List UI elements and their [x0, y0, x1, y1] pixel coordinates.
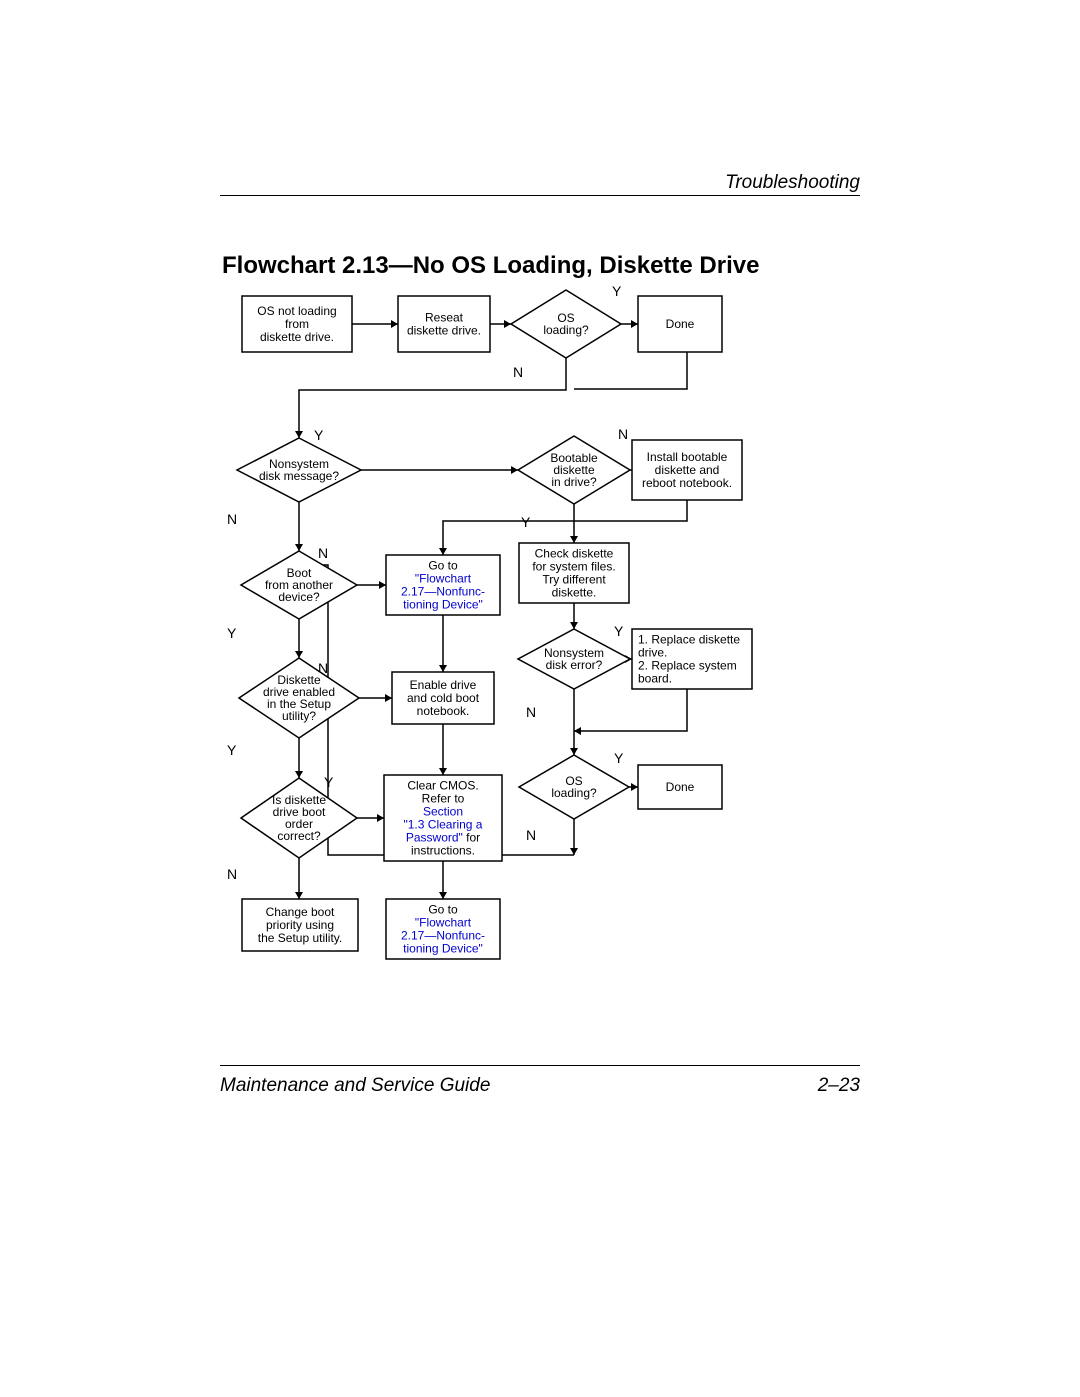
- svg-text:Check diskette: Check diskette: [535, 547, 614, 561]
- svg-text:Y: Y: [614, 750, 624, 766]
- svg-text:N: N: [526, 704, 536, 720]
- svg-text:"1.3 Clearing a: "1.3 Clearing a: [404, 818, 483, 832]
- svg-text:disk error?: disk error?: [546, 658, 603, 672]
- svg-text:reboot notebook.: reboot notebook.: [642, 476, 732, 490]
- svg-text:Refer to: Refer to: [422, 792, 465, 806]
- svg-text:Y: Y: [227, 742, 237, 758]
- svg-text:correct?: correct?: [277, 829, 321, 843]
- svg-text:drive.: drive.: [638, 646, 667, 660]
- svg-text:Y: Y: [227, 625, 237, 641]
- svg-text:Password" for: Password" for: [406, 831, 480, 845]
- svg-text:in drive?: in drive?: [551, 475, 597, 489]
- footer-rule: [220, 1065, 860, 1066]
- svg-text:N: N: [526, 827, 536, 843]
- svg-text:Y: Y: [614, 623, 624, 639]
- svg-text:"Flowchart: "Flowchart: [415, 572, 472, 586]
- svg-text:Y: Y: [314, 427, 324, 443]
- svg-text:Enable drive: Enable drive: [410, 678, 477, 692]
- svg-text:Go to: Go to: [428, 903, 458, 917]
- svg-text:N: N: [513, 364, 523, 380]
- svg-text:diskette drive.: diskette drive.: [260, 330, 334, 344]
- svg-text:diskette.: diskette.: [552, 586, 597, 600]
- svg-text:2.17—Nonfunc-: 2.17—Nonfunc-: [401, 585, 485, 599]
- svg-text:for system files.: for system files.: [532, 560, 615, 574]
- svg-text:diskette drive.: diskette drive.: [407, 324, 481, 338]
- svg-text:Try different: Try different: [542, 573, 606, 587]
- svg-text:OS not loading: OS not loading: [257, 304, 336, 318]
- svg-text:priority using: priority using: [266, 918, 334, 932]
- svg-text:disk message?: disk message?: [259, 469, 339, 483]
- svg-text:N: N: [618, 426, 628, 442]
- svg-text:Go to: Go to: [428, 559, 458, 573]
- svg-text:Change boot: Change boot: [266, 905, 335, 919]
- header-rule: [220, 195, 860, 196]
- svg-text:tioning Device": tioning Device": [403, 598, 483, 612]
- svg-text:diskette and: diskette and: [655, 463, 720, 477]
- svg-text:Install bootable: Install bootable: [647, 450, 728, 464]
- svg-text:"Flowchart: "Flowchart: [415, 916, 472, 930]
- svg-text:loading?: loading?: [543, 323, 589, 337]
- svg-text:Section: Section: [423, 805, 463, 819]
- svg-text:utility?: utility?: [282, 709, 316, 723]
- svg-text:instructions.: instructions.: [411, 844, 475, 858]
- svg-text:N: N: [227, 511, 237, 527]
- svg-text:Clear CMOS.: Clear CMOS.: [407, 779, 478, 793]
- footer-right: 2–23: [818, 1075, 860, 1097]
- flowchart: YNYNNYNYNYYNYNYNOS not loadingfromdisket…: [220, 285, 860, 1025]
- svg-text:and cold boot: and cold boot: [407, 691, 480, 705]
- svg-text:notebook.: notebook.: [417, 704, 470, 718]
- svg-text:Y: Y: [324, 774, 334, 790]
- flowchart-title: Flowchart 2.13—No OS Loading, Diskette D…: [222, 252, 759, 280]
- svg-text:Reseat: Reseat: [425, 311, 464, 325]
- svg-text:2. Replace system: 2. Replace system: [638, 659, 737, 673]
- footer-left: Maintenance and Service Guide: [220, 1075, 490, 1097]
- svg-text:1. Replace diskette: 1. Replace diskette: [638, 633, 740, 647]
- svg-text:device?: device?: [278, 590, 320, 604]
- svg-text:loading?: loading?: [551, 786, 597, 800]
- svg-text:Done: Done: [666, 780, 695, 794]
- svg-text:N: N: [318, 545, 328, 561]
- svg-text:from: from: [285, 317, 309, 331]
- svg-text:Y: Y: [521, 514, 531, 530]
- svg-text:the Setup utility.: the Setup utility.: [258, 931, 343, 945]
- page-header: Troubleshooting: [725, 172, 860, 194]
- svg-text:Y: Y: [612, 285, 622, 299]
- svg-text:Done: Done: [666, 317, 695, 331]
- svg-text:2.17—Nonfunc-: 2.17—Nonfunc-: [401, 929, 485, 943]
- svg-text:tioning Device": tioning Device": [403, 942, 483, 956]
- svg-text:N: N: [227, 866, 237, 882]
- svg-text:board.: board.: [638, 672, 672, 686]
